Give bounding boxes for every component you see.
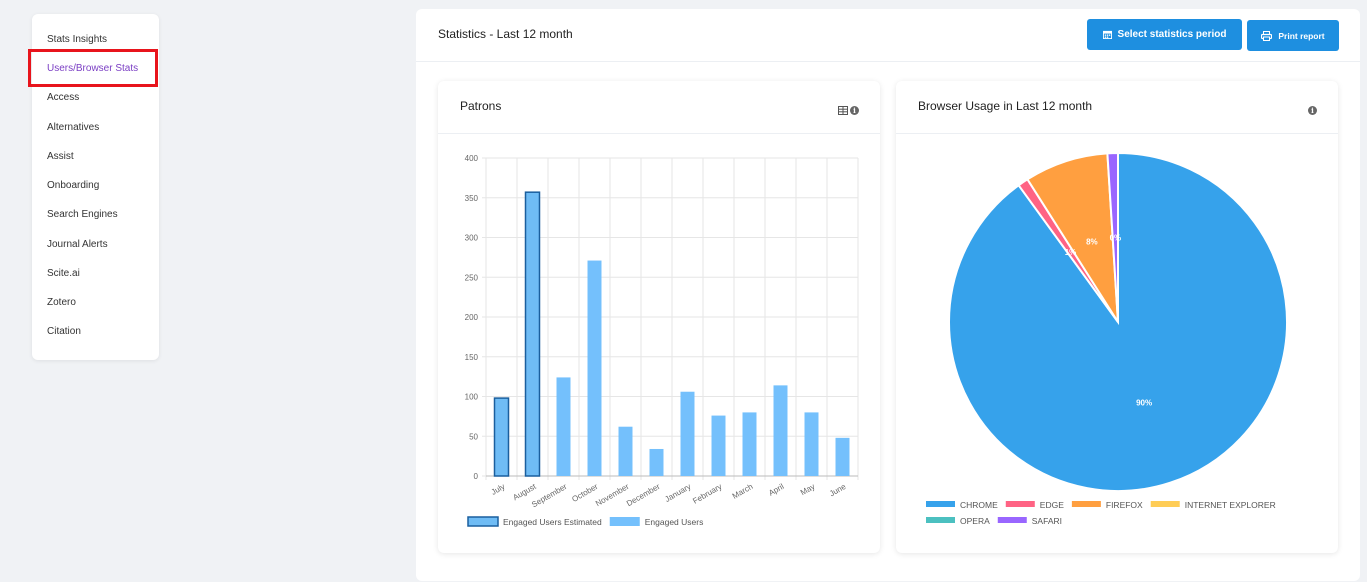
y-tick-label: 400: [465, 154, 479, 163]
bar-may: [804, 412, 819, 476]
y-tick-label: 150: [465, 353, 479, 362]
x-tick-label: July: [490, 482, 507, 497]
browser-card-header: Browser Usage in Last 12 month i: [896, 81, 1338, 134]
pie-value-label: 0%: [1110, 234, 1122, 243]
patrons-info-icon[interactable]: i: [850, 106, 859, 115]
patrons-title: Patrons: [460, 99, 502, 113]
browser-pie-chart: 90% 1% 8% 0% CHROME EDGE FIREFOX INTERNET EXPLO…: [926, 151, 1288, 526]
browser-info-icon[interactable]: i: [1308, 106, 1317, 115]
bar-march: [742, 412, 757, 476]
pie-slice-chrome: [948, 151, 1288, 492]
pie-slice-safari: [1106, 151, 1119, 323]
bar-october: [587, 260, 602, 476]
pie-value-label: 1%: [1065, 248, 1077, 257]
panel-header: Statistics - Last 12 month Select statis…: [416, 9, 1360, 62]
legend-label: EDGE: [1040, 500, 1064, 510]
printer-icon: [1261, 30, 1273, 41]
bar-september: [556, 377, 571, 476]
statistics-panel: Statistics - Last 12 month Select statis…: [416, 9, 1360, 581]
x-tick-label: January: [663, 482, 692, 504]
sidebar-item-access[interactable]: Access: [47, 92, 80, 103]
x-tick-label: March: [731, 482, 755, 501]
legend-label: OPERA: [960, 516, 990, 526]
x-tick-label: September: [530, 482, 569, 510]
x-tick-label: February: [691, 482, 723, 506]
pie-value-label: 8%: [1086, 238, 1098, 247]
sidebar-item-scite-ai[interactable]: Scite.ai: [47, 268, 80, 279]
sidebar-nav: Stats Insights Users/Browser Stats Acces…: [32, 14, 159, 360]
bar-july: [493, 397, 510, 477]
legend-swatch: [1071, 501, 1101, 507]
bar-november: [618, 426, 633, 476]
calendar-icon: [1102, 30, 1112, 39]
legend-label: FIREFOX: [1106, 500, 1143, 510]
page-title: Statistics - Last 12 month: [438, 27, 573, 41]
table-icon[interactable]: [838, 106, 848, 115]
legend-label: INTERNET EXPLORER: [1185, 500, 1276, 510]
legend-swatch: [609, 517, 640, 526]
y-tick-label: 350: [465, 194, 479, 203]
legend-swatch: [926, 517, 955, 523]
sidebar-item-assist[interactable]: Assist: [47, 151, 74, 162]
browser-usage-card: Browser Usage in Last 12 month i 90% 1% 8%…: [896, 81, 1338, 553]
pie-value-label: 90%: [1136, 398, 1152, 407]
legend-label: Engaged Users: [645, 517, 704, 527]
bar-february: [711, 415, 726, 476]
y-tick-label: 100: [465, 393, 479, 402]
patrons-card-header: Patrons i: [438, 81, 880, 134]
legend-label: Engaged Users Estimated: [503, 517, 602, 527]
print-report-label: Print report: [1278, 30, 1325, 41]
y-tick-label: 0: [474, 472, 479, 481]
select-period-label: Select statistics period: [1117, 29, 1227, 40]
x-tick-label: June: [828, 482, 848, 499]
legend-swatch: [467, 516, 499, 527]
x-tick-label: December: [625, 482, 662, 508]
bar-december: [649, 448, 664, 476]
y-tick-label: 50: [469, 432, 478, 441]
sidebar-item-stats-insights[interactable]: Stats Insights: [47, 34, 108, 45]
bar-january: [680, 391, 695, 476]
x-tick-label: May: [799, 482, 817, 497]
browser-usage-title: Browser Usage in Last 12 month: [918, 99, 1093, 113]
print-report-button[interactable]: Print report: [1247, 20, 1339, 51]
bar-june: [835, 437, 850, 476]
sidebar-item-users-browser-stats[interactable]: Users/Browser Stats: [47, 63, 139, 74]
patrons-card: Patrons i 0 50 100 150 200 250 300 350 400 July Au…: [438, 81, 880, 553]
bar-august: [524, 191, 541, 477]
legend-label: SAFARI: [1032, 516, 1062, 526]
legend-swatch: [1150, 501, 1180, 507]
bar-april: [773, 385, 788, 476]
y-tick-label: 250: [465, 273, 479, 282]
select-period-button[interactable]: Select statistics period: [1087, 19, 1242, 50]
sidebar-item-alternatives[interactable]: Alternatives: [47, 122, 100, 133]
legend-swatch: [1005, 501, 1035, 507]
active-item-highlight: [28, 49, 158, 87]
legend-swatch: [926, 501, 955, 507]
y-tick-label: 200: [465, 313, 479, 322]
sidebar-item-search-engines[interactable]: Search Engines: [47, 209, 118, 220]
x-tick-label: November: [594, 482, 631, 508]
sidebar-item-journal-alerts[interactable]: Journal Alerts: [47, 239, 108, 250]
sidebar-item-citation[interactable]: Citation: [47, 326, 81, 337]
legend-swatch: [997, 517, 1027, 523]
sidebar-item-zotero[interactable]: Zotero: [47, 297, 76, 308]
sidebar-item-onboarding[interactable]: Onboarding: [47, 180, 100, 191]
legend-label: CHROME: [960, 500, 998, 510]
y-tick-label: 300: [465, 234, 479, 243]
x-tick-label: April: [767, 482, 786, 498]
